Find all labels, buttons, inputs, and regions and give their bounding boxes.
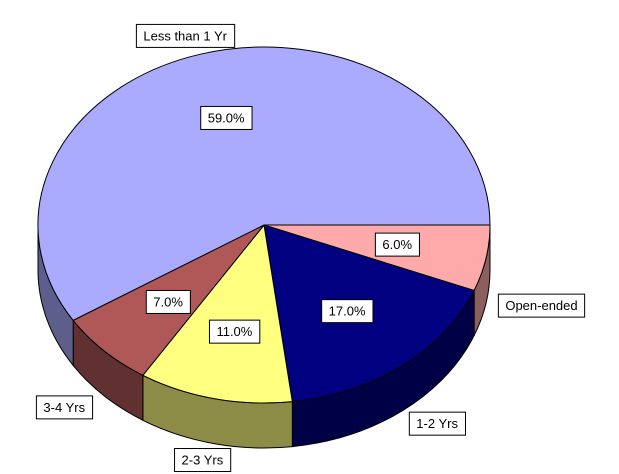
pie-tops: [37, 46, 491, 404]
value-label-box: [200, 105, 253, 130]
category-label-text: 3-4 Yrs: [43, 400, 85, 415]
labels: 6.0% Open-ended 17.0% 1-2 Yrs 11.0% 2-3 Yrs 7.…: [35, 23, 586, 473]
value-label-box: [145, 289, 191, 314]
category-label: 3-4 Yrs: [35, 395, 94, 420]
category-label-box: [135, 23, 236, 48]
category-label-text: Less than 1 Yr: [143, 28, 227, 43]
category-label: Less than 1 Yr: [135, 23, 236, 48]
value-label-text: 6.0%: [382, 237, 412, 252]
category-label: 2-3 Yrs: [174, 448, 232, 473]
value-label-text: 7.0%: [153, 294, 183, 309]
category-label-box: [35, 395, 94, 420]
category-label-text: 1-2 Yrs: [416, 416, 458, 431]
category-label-text: Open-ended: [505, 298, 577, 313]
category-label-box: [497, 293, 586, 318]
category-label-box: [174, 448, 232, 473]
category-label: Open-ended: [497, 293, 586, 318]
value-label-box: [374, 232, 420, 257]
value-label-text: 11.0%: [216, 324, 252, 339]
category-label-text: 2-3 Yrs: [182, 453, 224, 468]
category-label-box: [408, 411, 466, 436]
value-label-text: 17.0%: [329, 304, 366, 319]
value-label: 59.0%: [200, 105, 253, 130]
value-label: 17.0%: [321, 299, 374, 324]
slice: [142, 223, 293, 404]
pie-sides: [37, 224, 491, 449]
value-label-box: [208, 319, 261, 344]
slice: [37, 46, 491, 322]
category-label: 1-2 Yrs: [408, 411, 466, 436]
value-label-text: 59.0%: [208, 110, 245, 125]
value-label-box: [321, 299, 374, 324]
value-label: 11.0%: [208, 319, 261, 344]
value-label: 6.0%: [374, 232, 420, 257]
value-label: 7.0%: [145, 289, 191, 314]
